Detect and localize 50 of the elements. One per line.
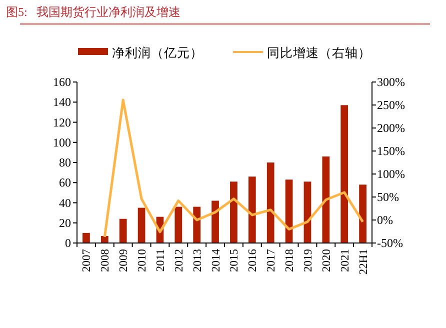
x-tick-label: 2007: [81, 248, 94, 272]
x-tick-label: 2015: [228, 248, 241, 272]
legend-label: 同比增速（右轴）: [267, 45, 371, 60]
y-tick-label: 80: [59, 156, 71, 170]
y-tick-label: 0: [65, 236, 71, 250]
x-tick-label: 2010: [136, 248, 149, 272]
x-tick-label: 2018: [284, 248, 296, 272]
bar: [340, 105, 348, 243]
bar: [266, 162, 274, 243]
bar: [230, 182, 238, 243]
x-tick-label: 2021: [339, 248, 352, 272]
y-tick-label: 100: [53, 135, 71, 150]
x-tick-label: 2017: [266, 248, 278, 272]
y2-tick-label: 100%: [377, 167, 405, 181]
x-tick-label: 2016: [247, 248, 260, 272]
chart-title: 图5: 我国期货行业净利润及增速: [6, 5, 180, 19]
bar: [248, 176, 256, 243]
legend-label: 净利润（亿元）: [112, 45, 203, 60]
line-series: [103, 98, 364, 238]
y-tick-label: 20: [59, 216, 71, 230]
y-tick-label: 160: [53, 75, 71, 89]
x-tick-label: 2012: [173, 248, 186, 272]
x-tick-label: 2014: [210, 248, 222, 272]
x-tick-label: 22H1: [358, 248, 370, 275]
y2-tick-label: 200%: [377, 121, 405, 135]
x-tick-label: 2009: [118, 248, 130, 272]
y2-tick-label: 50%: [377, 190, 399, 204]
x-tick-label: 2013: [192, 248, 204, 272]
y2-tick-label: 0%: [377, 213, 393, 227]
y-tick-label: 60: [59, 176, 71, 190]
x-tick-label: 2019: [302, 248, 314, 272]
bar: [174, 206, 182, 243]
y2-tick-label: 250%: [377, 98, 405, 112]
bar: [212, 200, 219, 243]
y2-tick-label: 300%: [377, 75, 405, 89]
y-tick-label: 140: [53, 95, 71, 110]
x-tick-label: 2008: [100, 248, 112, 272]
y2-tick-label: 150%: [377, 144, 405, 158]
bar: [359, 184, 366, 243]
y-tick-label: 40: [59, 196, 71, 210]
bar: [322, 156, 330, 243]
y2-tick-label: -50%: [377, 236, 403, 250]
x-tick-label: 2020: [320, 248, 333, 272]
bar: [119, 218, 127, 243]
bar: [193, 206, 201, 243]
bar: [285, 180, 293, 243]
bar: [82, 232, 90, 243]
y-tick-label: 120: [53, 115, 71, 130]
x-tick-label: 2011: [154, 248, 167, 272]
bar: [138, 208, 146, 243]
